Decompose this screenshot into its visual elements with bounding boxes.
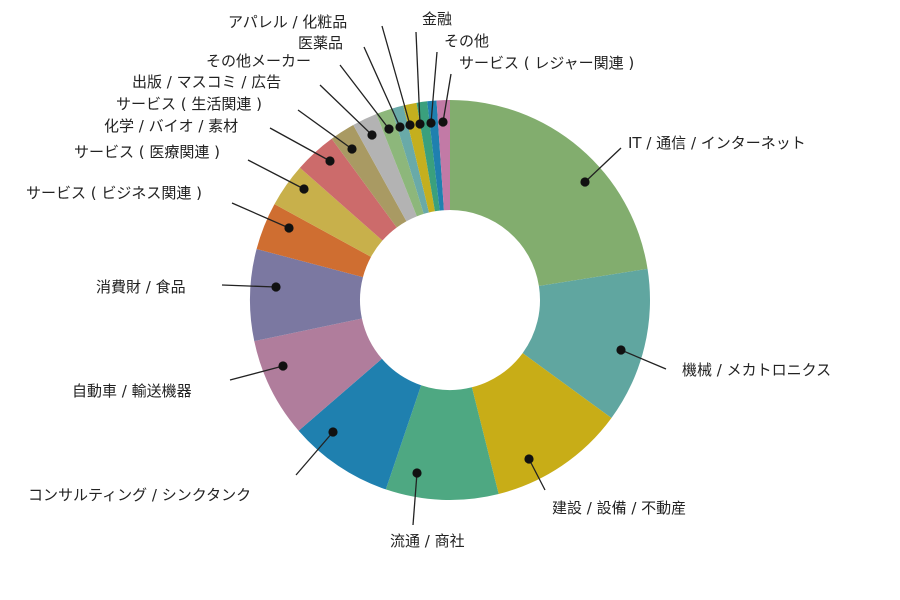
leader-line-8	[231, 202, 290, 229]
pie-slice-5	[298, 358, 422, 490]
leader-dot-9	[299, 184, 309, 194]
slice-label-6: 自動車 / 輸送機器	[72, 382, 192, 400]
leader-dot-11	[347, 144, 357, 154]
slice-label-9: サービス ( 医療関連 )	[74, 143, 220, 161]
slice-label-10: 化学 / バイオ / 素材	[104, 117, 238, 135]
leader-dot-2	[616, 345, 626, 355]
pie-slice-12	[353, 114, 417, 222]
pie-slice-3	[471, 353, 612, 494]
leader-dot-1	[580, 177, 590, 187]
leader-dot-6	[278, 361, 288, 371]
slice-label-3: 建設 / 設備 / 不動産	[552, 499, 686, 517]
slice-label-13: その他メーカー	[206, 52, 311, 70]
slice-label-5: コンサルティング / シンクタンク	[28, 486, 251, 504]
pie-slice-10	[299, 138, 397, 241]
leader-dot-5	[328, 427, 338, 437]
leader-dot-7	[271, 282, 281, 292]
leader-line-13	[339, 64, 390, 130]
leader-line-17	[430, 51, 438, 124]
slice-label-17: その他	[444, 32, 489, 50]
leader-line-4	[412, 472, 418, 526]
leader-dot-15	[405, 120, 415, 130]
slice-label-7: 消費財 / 食品	[96, 278, 186, 296]
leader-dot-8	[284, 223, 294, 233]
leader-line-9	[247, 159, 305, 190]
pie-slice-16	[416, 101, 440, 212]
slice-label-12: 出版 / マスコミ / 広告	[132, 73, 281, 91]
leader-line-14	[363, 46, 401, 128]
leader-line-3	[528, 458, 546, 491]
pie-slice-17	[427, 100, 444, 211]
slice-label-8: サービス ( ビジネス関連 )	[26, 184, 202, 202]
pie-slice-15	[403, 102, 435, 213]
slice-label-18: サービス ( レジャー関連 )	[459, 54, 634, 72]
leader-line-7	[221, 284, 277, 288]
leader-line-11	[297, 109, 353, 150]
leader-dot-17	[426, 118, 436, 128]
leader-line-15	[381, 25, 411, 126]
leader-dot-4	[412, 468, 422, 478]
leader-line-1	[584, 147, 622, 183]
leader-dot-18	[438, 117, 448, 127]
leader-dot-14	[395, 122, 405, 132]
pie-slice-8	[256, 204, 372, 278]
slice-label-2: 機械 / メカトロニクス	[682, 361, 831, 379]
pie-slice-7	[250, 249, 363, 342]
leader-line-16	[415, 31, 421, 125]
leader-line-5	[295, 431, 334, 476]
slice-label-4: 流通 / 商社	[390, 532, 465, 550]
leader-line-18	[442, 73, 452, 123]
leader-dot-10	[325, 156, 335, 166]
pie-slice-14	[391, 105, 429, 214]
slice-label-15: アパレル / 化粧品	[228, 13, 347, 31]
leader-dot-13	[384, 124, 394, 134]
leader-dot-16	[415, 119, 425, 129]
leader-dot-12	[367, 130, 377, 140]
leader-line-6	[229, 365, 284, 381]
leaders-layer	[221, 25, 667, 526]
pie-slice-13	[376, 108, 424, 217]
pie-slice-1	[450, 100, 648, 286]
leader-line-10	[269, 127, 331, 162]
slice-label-11: サービス ( 生活関連 )	[116, 95, 262, 113]
pie-slice-2	[522, 268, 650, 419]
slices-layer	[250, 100, 650, 500]
leader-dot-3	[524, 454, 534, 464]
slice-label-16: 金融	[422, 10, 452, 28]
slice-label-1: IT / 通信 / インターネット	[628, 134, 806, 152]
pie-slice-18	[436, 100, 450, 211]
pie-slice-6	[254, 318, 382, 431]
leader-line-12	[319, 84, 373, 136]
leader-line-2	[620, 349, 667, 370]
slice-label-14: 医薬品	[298, 34, 343, 52]
